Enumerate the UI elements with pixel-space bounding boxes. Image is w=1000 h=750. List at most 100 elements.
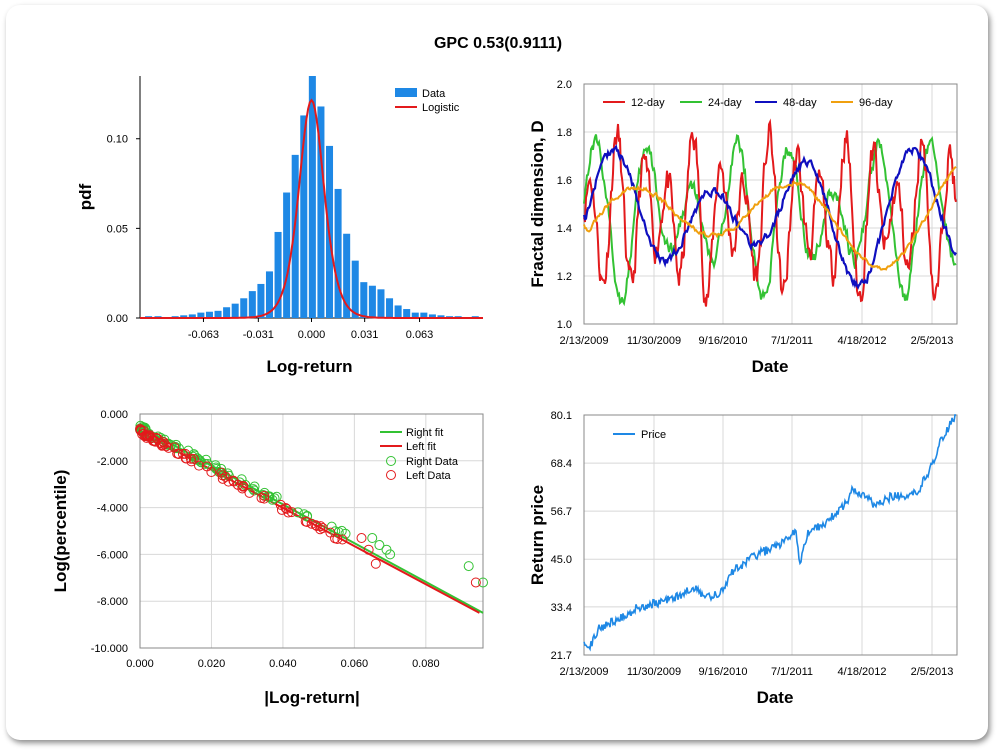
right-data-point bbox=[463, 561, 474, 572]
histogram-bar bbox=[360, 282, 368, 318]
series-line-24-day bbox=[583, 134, 957, 307]
right-data-point bbox=[264, 492, 275, 503]
right-data-point bbox=[211, 463, 222, 474]
x-tick-label: 9/16/2010 bbox=[699, 335, 748, 347]
left-data-point bbox=[311, 521, 322, 532]
left-data-point bbox=[228, 476, 239, 487]
histogram-bar bbox=[368, 285, 376, 318]
histogram-bar bbox=[214, 310, 222, 318]
right-data-point bbox=[374, 540, 385, 551]
y-tick-label: 33.4 bbox=[551, 602, 572, 614]
histogram-bar bbox=[265, 271, 273, 318]
y-tick-label: 1.0 bbox=[557, 319, 572, 331]
y-tick-label: 2.0 bbox=[557, 79, 572, 91]
left-data-point bbox=[337, 534, 348, 545]
left-data-point bbox=[300, 516, 311, 527]
left-data-point bbox=[193, 460, 204, 471]
legend-swatch-right-data bbox=[386, 456, 396, 466]
y-tick-label: 1.4 bbox=[557, 223, 572, 235]
left-data-point bbox=[363, 544, 374, 555]
x-axis-label: Date bbox=[752, 357, 789, 376]
y-tick-label: -4.000 bbox=[97, 503, 128, 515]
right-data-point bbox=[201, 454, 212, 465]
x-tick-label: 0.060 bbox=[341, 658, 369, 670]
y-tick-label: 0.05 bbox=[107, 223, 128, 235]
histogram-bar bbox=[411, 312, 419, 318]
plot-frame bbox=[583, 414, 958, 656]
x-tick-label: 11/30/2009 bbox=[627, 666, 681, 678]
right-data-point bbox=[292, 507, 303, 518]
left-data-point bbox=[202, 461, 213, 472]
right-data-point bbox=[216, 463, 227, 474]
x-tick-label: 9/16/2010 bbox=[699, 666, 748, 678]
x-tick-label: 0.000 bbox=[298, 329, 326, 341]
x-axis-label: Date bbox=[757, 688, 794, 707]
series-line-96-day bbox=[583, 166, 957, 271]
logistic-fit-line bbox=[140, 98, 483, 319]
x-tick-label: -0.063 bbox=[188, 329, 219, 341]
legend-label-left-fit: Left fit bbox=[406, 441, 436, 453]
right-data-point bbox=[478, 577, 488, 588]
histogram-bar bbox=[403, 309, 411, 318]
left-data-point bbox=[259, 490, 270, 501]
left-data-point bbox=[172, 448, 183, 459]
right-data-point bbox=[385, 549, 396, 560]
left-data-point bbox=[188, 454, 199, 465]
y-tick-label: 0.000 bbox=[100, 409, 128, 421]
histogram-bar bbox=[248, 291, 256, 318]
left-data-point bbox=[317, 523, 328, 534]
y-tick-label: 80.1 bbox=[551, 410, 572, 422]
x-tick-label: 7/1/2011 bbox=[771, 666, 813, 678]
histogram-bar bbox=[300, 115, 308, 318]
right-data-point bbox=[249, 485, 260, 496]
x-tick-label: 4/18/2012 bbox=[838, 666, 887, 678]
y-axis-label: Fractal dimension, D bbox=[528, 120, 547, 287]
left-data-point bbox=[330, 533, 341, 544]
right-data-point bbox=[367, 533, 378, 544]
legend-swatch-left-data bbox=[386, 470, 396, 480]
histogram-bar bbox=[180, 315, 188, 318]
histogram-bar bbox=[343, 233, 351, 318]
x-tick-label: 0.040 bbox=[269, 658, 297, 670]
x-tick-label: 0.063 bbox=[406, 329, 434, 341]
left-data-point bbox=[141, 432, 152, 443]
y-tick-label: 68.4 bbox=[551, 458, 572, 470]
x-tick-label: -0.031 bbox=[243, 329, 274, 341]
x-tick-label: 11/30/2009 bbox=[627, 335, 681, 347]
x-axis-label: |Log-return| bbox=[264, 688, 359, 707]
left-data-point bbox=[256, 492, 267, 503]
legend-label-96-day: 96-day bbox=[859, 97, 893, 109]
legend-swatch-data bbox=[395, 88, 417, 97]
x-tick-label: 2/13/2009 bbox=[560, 666, 609, 678]
figure-title: GPC 0.53(0.9111) bbox=[434, 35, 562, 52]
legend-label-price: Price bbox=[641, 429, 666, 441]
left-data-point bbox=[135, 424, 146, 435]
left-data-point bbox=[186, 456, 197, 467]
right-data-point bbox=[299, 509, 310, 520]
left-data-point bbox=[156, 440, 167, 451]
y-tick-label: 21.7 bbox=[551, 650, 572, 662]
histogram-bar bbox=[197, 312, 205, 318]
right-data-point bbox=[269, 493, 280, 504]
plot-frame bbox=[139, 413, 484, 649]
histogram-bar bbox=[420, 312, 428, 318]
x-tick-label: 0.020 bbox=[198, 658, 226, 670]
left-data-point bbox=[159, 438, 170, 449]
series-line-48-day bbox=[582, 144, 957, 290]
price-line bbox=[583, 414, 957, 652]
y-tick-label: 0.00 bbox=[107, 313, 128, 325]
histogram-bar bbox=[240, 298, 248, 318]
histogram-bar bbox=[257, 283, 265, 318]
left-data-point bbox=[149, 436, 160, 447]
histogram-bar bbox=[351, 260, 359, 318]
right-data-point bbox=[262, 491, 273, 502]
left-data-point bbox=[286, 507, 297, 518]
left-data-point bbox=[238, 480, 249, 491]
fractal-dimension-panel: 1.0 1.2 1.4 1.6 1.8 2.0 2/13/2009 11/30/2009 9/1… bbox=[528, 79, 958, 376]
histogram-bar bbox=[428, 314, 436, 318]
left-data-point bbox=[315, 521, 326, 532]
right-data-point bbox=[248, 484, 259, 495]
y-tick-label: 0.10 bbox=[107, 134, 128, 146]
x-tick-label: 2/5/2013 bbox=[911, 666, 954, 678]
